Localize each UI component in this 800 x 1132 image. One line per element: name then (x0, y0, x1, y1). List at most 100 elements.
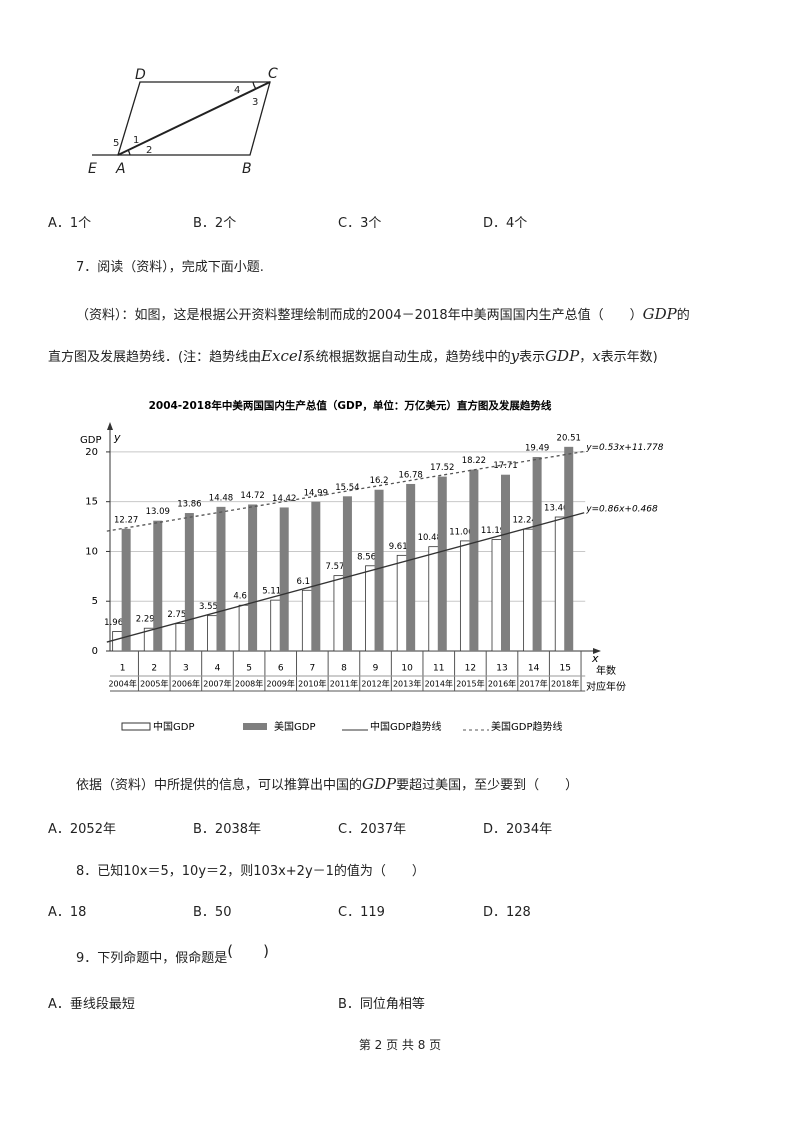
question-stem: 9．下列命题中，假命题是( ) (76, 942, 269, 967)
axis-arrow (593, 648, 601, 654)
legend-label: 中国GDP (153, 720, 194, 733)
text: 直方图及发展趋势线．(注：趋势线由 (48, 350, 262, 365)
y-axis-label: GDP (80, 435, 101, 446)
value-label: 20.51 (557, 433, 581, 443)
page-footer: 第 2 页 共 8 页 (358, 1038, 442, 1052)
legend-swatch (121, 722, 151, 731)
x-tick-label: 14 (528, 664, 540, 674)
option: B．2个 (193, 216, 237, 231)
bar (311, 501, 321, 651)
bar (459, 540, 471, 652)
option: D．128 (483, 905, 531, 920)
option: B．50 (193, 905, 232, 920)
trend-label: y=0.86x+0.468 (585, 504, 658, 514)
angle-arc (127, 149, 131, 156)
trend-line (106, 450, 585, 532)
bar (184, 513, 194, 651)
question-stem: 7．阅读（资料），完成下面小题. (76, 260, 264, 275)
x-tick-label: 6 (278, 664, 284, 674)
question-stem: 8．已知10x＝5，10y＝2，则103x+2y－1的值为（ ） (76, 864, 425, 879)
axis-arrow (107, 422, 113, 430)
value-label: 8.56 (357, 552, 376, 562)
value-label: 14.48 (209, 493, 233, 503)
x-year-label: 2013年 (393, 679, 421, 689)
x-tick-label: 3 (183, 664, 189, 674)
option: C．119 (338, 905, 385, 920)
point-label: A (115, 161, 126, 177)
material-line: （资料）：如图，这是根据公开资料整理绘制而成的2004－2018年中美两国国内生… (76, 304, 690, 323)
angle-label: 1 (133, 135, 139, 146)
value-label: 12.27 (114, 515, 138, 525)
x-tick-label: 7 (309, 664, 315, 674)
trend-line (106, 512, 585, 643)
x-year-label: 2008年 (235, 679, 263, 689)
option: B．2038年 (193, 822, 262, 837)
option: B．同位角相等 (338, 997, 425, 1012)
value-label: 5.11 (262, 587, 281, 597)
chart: 2004-2018年中美两国国内生产总值（GDP，单位：万亿美元）直方图及发展趋… (80, 399, 664, 733)
x-year-label: 2017年 (519, 679, 547, 689)
bar (554, 516, 566, 652)
bar (279, 507, 289, 651)
bar (428, 546, 440, 652)
x-year-label: 2005年 (140, 679, 168, 689)
value-label: 3.55 (199, 602, 218, 612)
legend-swatch (243, 723, 267, 730)
value-label: 18.22 (462, 456, 486, 466)
x-tick-label: 1 (120, 664, 126, 674)
legend-label: 美国GDP (274, 720, 315, 733)
diagonal (117, 81, 271, 156)
value-label: 11.06 (449, 527, 473, 537)
x-year-label: 2010年 (298, 679, 326, 689)
value-label: 15.54 (335, 483, 359, 493)
x-tick-label: 5 (246, 664, 252, 674)
x-axis-label: 年数 (596, 664, 616, 677)
x-axis-symbol: x (591, 652, 599, 665)
angle-label: 4 (234, 85, 240, 96)
angle-label: 2 (146, 145, 152, 156)
material-line: 直方图及发展趋势线．(注：趋势线由Excel系统根据数据自动生成，趋势线中的y表… (48, 346, 658, 365)
x-tick-label: 8 (341, 664, 347, 674)
value-label: 2.29 (136, 615, 155, 625)
bar (491, 539, 503, 652)
text: 依据（资料）中所提供的信息，可以推算出中国的 (76, 778, 363, 793)
value-label: 7.57 (325, 562, 344, 572)
option: D．2034年 (483, 822, 553, 837)
bar (523, 528, 535, 652)
y-tick-label: 15 (85, 497, 98, 508)
legend-label: 中国GDP趋势线 (370, 720, 441, 733)
bar (437, 476, 447, 651)
bar (270, 599, 282, 652)
value-label: 13.86 (177, 500, 201, 510)
text: ( ) (227, 942, 269, 960)
parallelogram (117, 81, 271, 156)
bar (153, 520, 163, 651)
value-label: 16.2 (370, 476, 389, 486)
value-label: 12.24 (512, 516, 536, 526)
option: A．18 (48, 905, 87, 920)
y-tick-label: 20 (85, 447, 98, 458)
trend-label: y=0.53x+11.778 (585, 443, 664, 453)
x-year-label: 2006年 (172, 679, 200, 689)
text: （资料）：如图，这是根据公开资料整理绘制而成的2004－2018年中美两国国内生… (76, 308, 643, 323)
x-year-label: 2012年 (361, 679, 389, 689)
chart-title: 2004-2018年中美两国国内生产总值（GDP，单位：万亿美元）直方图及发展趋… (149, 399, 552, 412)
value-label: 13.09 (146, 507, 170, 517)
math: y (510, 347, 520, 365)
option: A．1个 (48, 216, 92, 231)
math: GDP (362, 775, 397, 793)
x-tick-label: 2 (151, 664, 157, 674)
legend-label: 美国GDP趋势线 (491, 720, 562, 733)
bar (365, 565, 376, 652)
math: Excel (261, 347, 303, 365)
value-label: 2.75 (167, 610, 186, 620)
bar (333, 575, 345, 652)
y-tick-label: 0 (92, 646, 98, 657)
point-label: E (88, 161, 97, 177)
x-tick-label: 4 (215, 664, 221, 674)
value-label: 6.1 (297, 577, 311, 587)
text: 要超过美国，至少要到（ ） (396, 778, 579, 793)
x-tick-label: 13 (496, 664, 507, 674)
x-year-label: 2009年 (267, 679, 295, 689)
question: 依据（资料）中所提供的信息，可以推算出中国的GDP要超过美国，至少要到（ ） (76, 774, 578, 793)
